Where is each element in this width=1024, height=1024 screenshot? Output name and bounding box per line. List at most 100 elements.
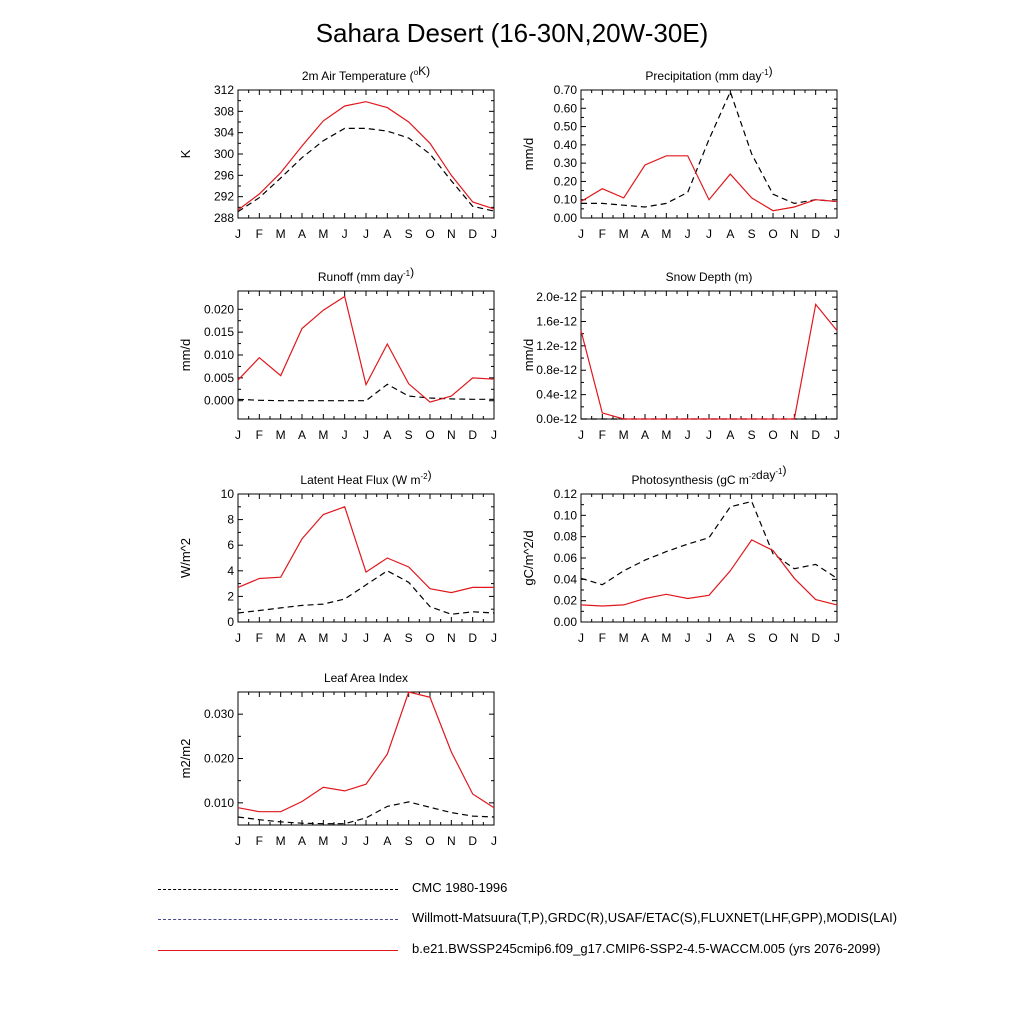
x-tick-label: N (790, 227, 799, 241)
y-tick-label: 0 (227, 615, 234, 629)
x-tick-label: M (276, 834, 286, 848)
panel-photosynthesis: J F M A M J J A S O N D J0.000.020.040.060.080.100.1… (521, 463, 840, 645)
x-tick-label: S (405, 834, 413, 848)
x-tick-label: N (447, 834, 456, 848)
legend-sample-solid (158, 950, 398, 951)
x-tick-label: F (599, 227, 606, 241)
x-tick-label: J (685, 631, 691, 645)
x-tick-label: J (491, 631, 497, 645)
y-tick-label: 0.70 (554, 83, 578, 97)
legend-entry-observations: Willmott-Matsuura(T,P),GRDC(R),USAF/ETAC… (158, 909, 1018, 931)
x-tick-label: M (318, 834, 328, 848)
x-tick-label: A (726, 631, 734, 645)
x-tick-label: J (834, 227, 840, 241)
y-tick-label: 0.10 (554, 508, 578, 522)
y-tick-label: 0.40 (554, 138, 578, 152)
x-tick-label: J (491, 227, 497, 241)
x-tick-label: A (298, 227, 306, 241)
series-line-model (237, 691, 495, 813)
legend-entry-cmc: CMC 1980-1996 (158, 879, 1018, 901)
y-tick-label: 296 (214, 168, 234, 182)
y-tick-label: 0.005 (204, 371, 234, 385)
x-tick-label: N (790, 428, 799, 442)
x-tick-label: M (276, 631, 286, 645)
y-tick-label: 304 (214, 126, 234, 140)
y-tick-label: 0.10 (554, 193, 578, 207)
y-tick-label: 0.010 (204, 796, 234, 810)
panel-title: Runoff (mm day-1) (318, 265, 414, 284)
legend-sample-dashed (158, 919, 398, 920)
y-axis-label: mm/d (521, 339, 536, 372)
x-tick-label: A (383, 834, 391, 848)
x-tick-label: M (318, 631, 328, 645)
x-tick-label: O (425, 428, 434, 442)
y-tick-label: 0.50 (554, 120, 578, 134)
x-tick-label: N (447, 631, 456, 645)
plot-frame (580, 493, 838, 623)
y-tick-label: 0.30 (554, 156, 578, 170)
x-tick-label: A (641, 227, 649, 241)
series-line-obs (237, 383, 494, 402)
x-tick-label: M (619, 227, 629, 241)
plot-frame (580, 290, 838, 420)
y-tick-label: 0.0e-12 (536, 412, 577, 426)
y-tick-label: 0.000 (204, 394, 234, 408)
x-tick-label: S (748, 428, 756, 442)
y-tick-label: 0.06 (554, 551, 578, 565)
panel-snow-depth: J F M A M J J A S O N D J0.0e-120.4e-120.8e-121.2e-1… (521, 270, 840, 442)
figure-title: Sahara Desert (16-30N,20W-30E) (315, 18, 709, 48)
x-tick-label: S (748, 227, 756, 241)
series-line-obs (580, 500, 838, 586)
y-tick-label: 6 (227, 538, 234, 552)
panel-precipitation: J F M A M J J A S O N D J0.000.100.200.300.400.500.6… (521, 64, 840, 241)
y-axis-label: W/m^2 (178, 538, 193, 578)
y-tick-label: 0.4e-12 (536, 388, 577, 402)
panel-title: 2m Air Temperature (oK) (302, 64, 430, 83)
x-tick-label: F (256, 631, 263, 645)
x-tick-label: D (468, 834, 477, 848)
y-axis-label: mm/d (521, 138, 536, 171)
panel-title: Latent Heat Flux (W m-2) (300, 468, 431, 487)
x-tick-label: M (661, 227, 671, 241)
x-tick-label: J (578, 428, 584, 442)
x-tick-label: J (342, 227, 348, 241)
x-tick-label: F (599, 428, 606, 442)
panel-title: Snow Depth (m) (666, 270, 753, 284)
x-tick-label: S (405, 631, 413, 645)
x-tick-label: F (256, 834, 263, 848)
series-line-model (237, 101, 495, 211)
series-line-model (580, 155, 838, 212)
x-tick-label: M (276, 227, 286, 241)
series-line-model (580, 303, 838, 420)
plot-frame (237, 89, 495, 219)
x-tick-label: O (768, 227, 777, 241)
x-tick-label: M (619, 428, 629, 442)
x-tick-label: J (685, 227, 691, 241)
legend-label: b.e21.BWSSP245cmip6.f09_g17.CMIP6-SSP2-4… (412, 941, 881, 956)
y-tick-label: 292 (214, 190, 234, 204)
y-tick-label: 10 (221, 487, 235, 501)
x-tick-label: J (235, 834, 241, 848)
x-tick-label: A (298, 428, 306, 442)
x-tick-label: O (425, 834, 434, 848)
x-tick-label: D (811, 428, 820, 442)
x-tick-label: N (447, 428, 456, 442)
legend-label: CMC 1980-1996 (412, 880, 508, 895)
y-tick-label: 0.020 (204, 302, 234, 316)
x-tick-label: O (425, 631, 434, 645)
x-tick-label: O (768, 428, 777, 442)
y-axis-label: mm/d (178, 339, 193, 372)
x-tick-label: J (578, 631, 584, 645)
panel-title: Photosynthesis (gC m-2day-1) (632, 463, 787, 487)
x-tick-label: J (235, 631, 241, 645)
x-tick-label: O (425, 227, 434, 241)
panel-title: Precipitation (mm day-1) (645, 64, 772, 83)
x-tick-label: J (491, 834, 497, 848)
plot-frame (237, 290, 495, 420)
x-tick-label: M (276, 428, 286, 442)
x-tick-label: S (405, 428, 413, 442)
x-tick-label: J (363, 834, 369, 848)
x-tick-label: M (661, 428, 671, 442)
legend-entry-model: b.e21.BWSSP245cmip6.f09_g17.CMIP6-SSP2-4… (158, 940, 1018, 962)
